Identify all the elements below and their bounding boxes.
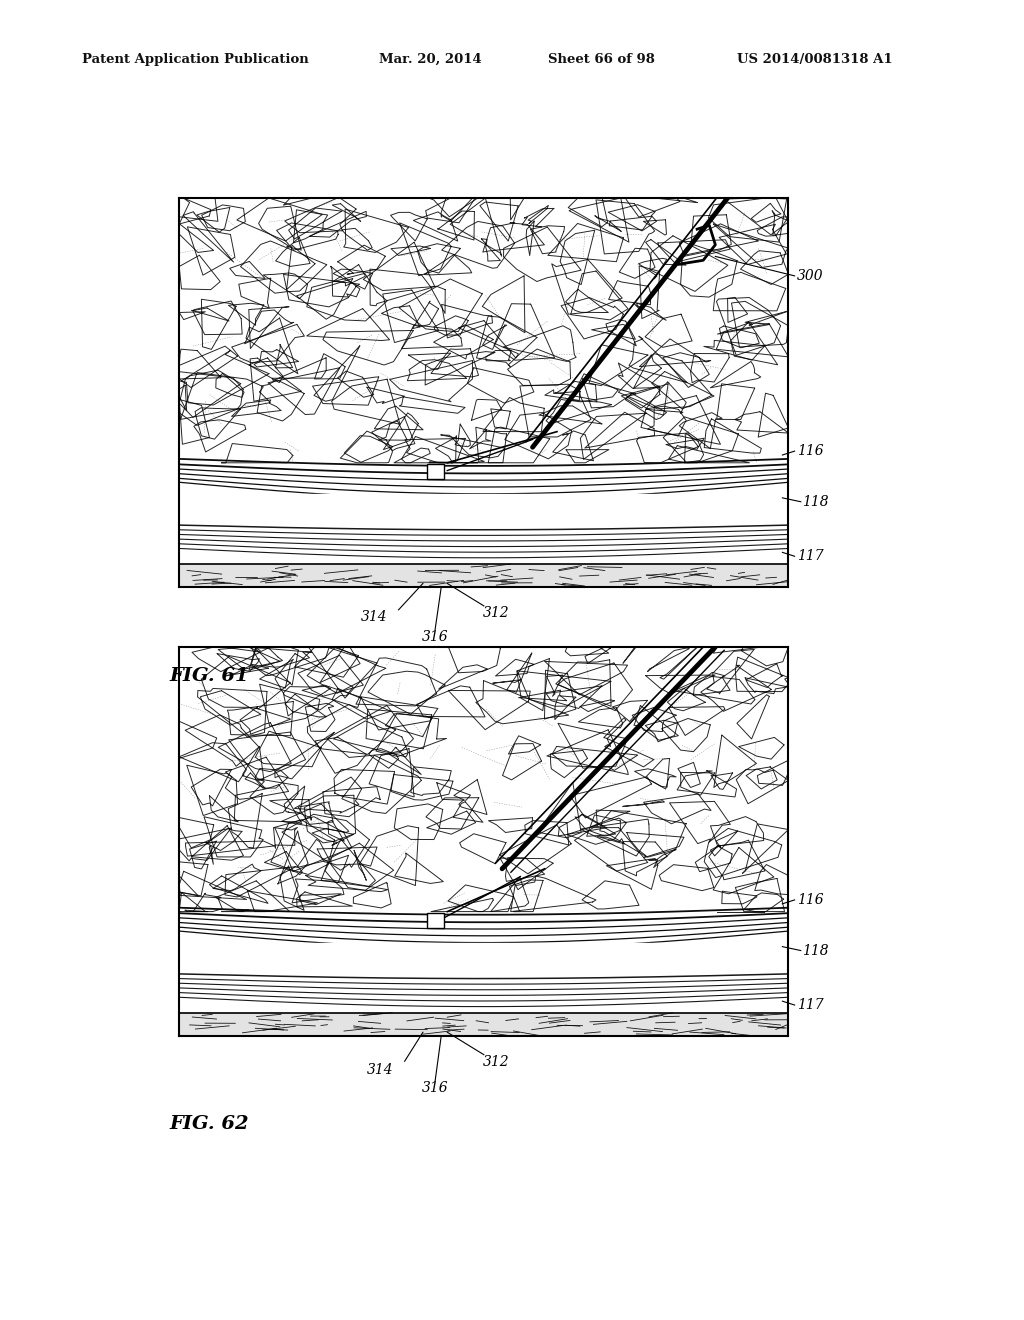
Text: Patent Application Publication: Patent Application Publication [82, 53, 308, 66]
Text: 314: 314 [360, 610, 387, 624]
Text: 117: 117 [797, 998, 823, 1012]
Text: 118: 118 [802, 495, 828, 508]
Text: 316: 316 [422, 630, 449, 644]
Text: Mar. 20, 2014: Mar. 20, 2014 [379, 53, 481, 66]
Bar [427, 912, 443, 928]
Text: US 2014/0081318 A1: US 2014/0081318 A1 [737, 53, 893, 66]
Text: 316: 316 [422, 1081, 449, 1096]
Text: 118: 118 [802, 944, 828, 957]
Polygon shape [179, 942, 788, 970]
Polygon shape [179, 494, 788, 521]
Text: 117: 117 [797, 549, 823, 564]
Text: 300: 300 [797, 269, 823, 282]
Text: 314: 314 [367, 1063, 393, 1077]
Text: 312: 312 [482, 606, 509, 620]
Text: 312: 312 [482, 1055, 509, 1069]
Polygon shape [179, 564, 788, 587]
Polygon shape [179, 1012, 788, 1036]
Bar [427, 463, 443, 479]
Text: FIG. 62: FIG. 62 [169, 1115, 249, 1134]
Text: FIG. 61: FIG. 61 [169, 667, 249, 685]
Text: 116: 116 [797, 444, 823, 458]
Text: Sheet 66 of 98: Sheet 66 of 98 [548, 53, 654, 66]
Text: 116: 116 [797, 892, 823, 907]
